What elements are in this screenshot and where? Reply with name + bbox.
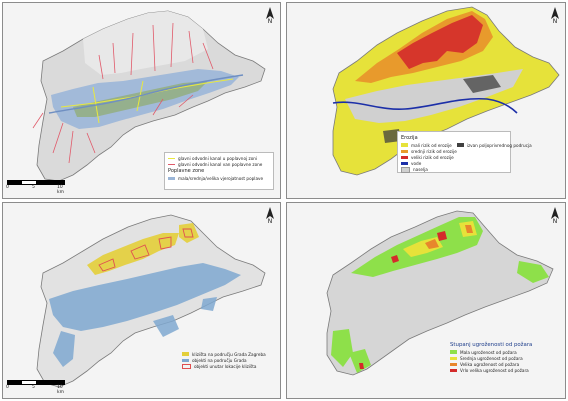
main-canals-outside-zone	[32, 22, 214, 164]
fire-risk-medium	[403, 221, 477, 257]
north-arrow: N	[266, 7, 274, 25]
map-panel-landslides: N 0 5 10 km klizišta na području Grada Z…	[2, 202, 281, 399]
legend-row-fire-high: Velika ugroženost od požara	[450, 361, 554, 367]
scale-label-10: 10 km	[57, 385, 64, 395]
fire-risk-legend: Stupanj ugroženosti od požara Mala ugrož…	[447, 339, 557, 379]
flood-legend: glavni odvodni kanal u poplavnoj zoni gl…	[164, 152, 274, 190]
canal-out-swatch	[168, 163, 175, 165]
swatch	[450, 350, 457, 354]
buildings	[49, 263, 241, 367]
legend-label: Mala ugroženost od požara	[460, 349, 517, 355]
legend-label: vode	[411, 161, 422, 167]
scale-bar: 0 5 10 km	[6, 380, 65, 395]
non-agricultural	[383, 75, 501, 143]
swatch	[450, 368, 457, 373]
swatch	[401, 167, 410, 173]
swatch	[401, 161, 408, 166]
north-label: N	[552, 218, 558, 225]
north-arrow: N	[551, 7, 559, 25]
legend-row-erosion-low: mali rizik od erozije	[401, 142, 457, 148]
landslides	[87, 223, 199, 275]
flood-zone-swatch	[168, 176, 175, 181]
legend-label: srednji rizik od erozije	[411, 148, 457, 154]
landslide-map	[36, 214, 266, 388]
legend-row-fire-very-high: Vrlo velika ugroženost od požara	[450, 368, 554, 374]
erosion-legend: Erozija mali rizik od erozije srednji ri…	[397, 131, 532, 173]
fire-risk-high	[425, 225, 473, 249]
river	[48, 74, 244, 114]
legend-label: mali rizik od erozije	[411, 142, 452, 148]
buildings-in-landslides	[98, 228, 194, 272]
legend-row-water: vode	[401, 161, 457, 167]
north-label: N	[267, 218, 273, 225]
legend-title: Poplavne zone	[168, 168, 205, 175]
swatch	[450, 356, 457, 361]
river	[332, 97, 518, 114]
swatch	[450, 362, 457, 367]
flood-zone-core	[73, 81, 208, 117]
legend-row-landslides: klizišta na području Grada Zagreba	[182, 351, 274, 357]
legend-label: objekti unutar lokacije klizišta	[194, 363, 257, 369]
north-arrow-icon	[551, 207, 559, 219]
legend-row-fire-low: Mala ugroženost od požara	[450, 349, 554, 355]
legend-label: Velika ugroženost od požara	[460, 361, 520, 367]
legend-label: mala/srednja/velika vjerojatnost poplave	[178, 175, 264, 181]
legend-row-buildings-in-landslides: objekti unutar lokacije klizišta	[182, 363, 274, 370]
legend-label: klizišta na području Grada Zagreba	[192, 351, 266, 357]
swatch	[182, 358, 189, 363]
fire-risk-low	[331, 217, 549, 373]
legend-title: Stupanj ugroženosti od požara	[450, 342, 533, 348]
legend-title: Erozija	[401, 135, 418, 141]
fire-risk-map	[326, 210, 554, 376]
legend-row-settlements: naselja	[401, 167, 457, 173]
legend-row-erosion-medium: srednji rizik od erozije	[401, 148, 457, 154]
legend-label: glavni odvodni kanal van poplavne zone	[178, 161, 263, 167]
north-label: N	[552, 18, 558, 25]
canal-in-swatch	[168, 157, 175, 159]
legend-label: veliki rizik od erozije	[411, 154, 454, 160]
landslide-legend: klizišta na području Grada Zagreba objek…	[179, 349, 277, 373]
scale-label-5: 5	[32, 385, 35, 390]
map-panel-fire-risk: N Stupanj ugroženosti od požara Mala ugr…	[286, 202, 566, 399]
scale-bar: 0 5 10 km	[6, 180, 65, 195]
legend-row-buildings: objekti na području Grada	[182, 357, 274, 363]
erosion-map	[332, 6, 560, 176]
legend-row-erosion-high: veliki rizik od erozije	[401, 154, 457, 160]
north-arrow-icon	[551, 7, 559, 19]
swatch	[401, 143, 408, 147]
swatch	[456, 143, 464, 147]
north-arrow-icon	[266, 207, 274, 219]
north-arrow: N	[266, 207, 274, 225]
city-boundary	[326, 210, 554, 376]
legend-row-canal-out: glavni odvodni kanal van poplavne zone	[168, 161, 270, 167]
legend-label: Srednja ugroženost od požara	[460, 355, 523, 361]
north-label: N	[267, 18, 273, 25]
swatch	[182, 352, 189, 356]
scale-label-10: 10 km	[57, 185, 64, 195]
legend-label: naselja	[413, 167, 428, 173]
legend-row-canal-in: glavni odvodni kanal u poplavnoj zoni	[168, 155, 270, 161]
scale-label-5: 5	[32, 185, 35, 190]
legend-row-flood-zone: mala/srednja/velika vjerojatnost poplave	[168, 175, 270, 181]
legend-label: izvan poljoprivrednog podrucja	[466, 142, 532, 148]
legend-label: glavni odvodni kanal u poplavnoj zoni	[178, 155, 258, 161]
north-arrow: N	[551, 207, 559, 225]
legend-row-fire-medium: Srednja ugroženost od požara	[450, 355, 554, 361]
legend-label: Vrlo velika ugroženost od požara	[460, 368, 529, 374]
legend-row-non-agricultural: izvan poljoprivrednog podrucja	[456, 142, 532, 148]
north-arrow-icon	[266, 7, 274, 19]
scale-label-0: 0	[6, 385, 9, 390]
erosion-high	[397, 15, 483, 69]
swatch	[401, 155, 408, 160]
swatch	[182, 363, 191, 370]
map-panel-erosion: N Erozija mali rizik od erozije srednji …	[286, 2, 566, 199]
scale-label-0: 0	[6, 185, 9, 190]
map-panel-flood: N 0 5 10 km glavni odvodni kanal u popla…	[2, 2, 281, 199]
swatch	[401, 149, 408, 154]
flood-map	[32, 10, 266, 182]
legend-label: objekti na području Grada	[192, 357, 247, 363]
